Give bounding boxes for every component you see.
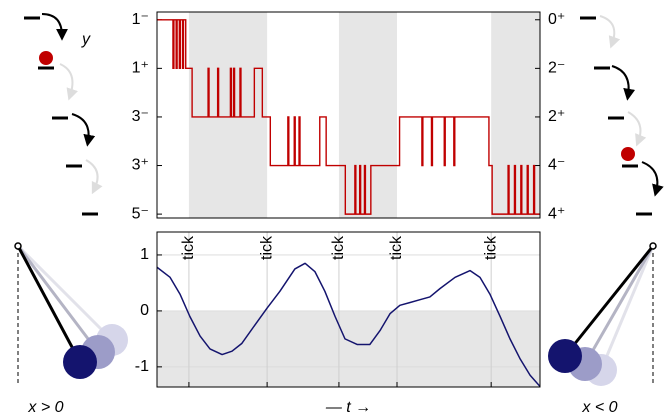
axes-frame — [156, 231, 541, 388]
y-tick-label: 3⁺ — [132, 157, 149, 174]
tick-annotation: tick — [482, 235, 499, 260]
escapement-left — [24, 13, 103, 216]
y2-tick-label: 2⁻ — [548, 60, 565, 77]
y-tick-label: 1⁻ — [132, 11, 149, 28]
y-tick-label: -1 — [135, 358, 149, 375]
state-dot — [39, 51, 53, 65]
y-tick-label: 0 — [140, 302, 149, 319]
x-positive-label: x > 0 — [27, 399, 63, 416]
state-trace — [157, 19, 540, 215]
y-tick-label: 1 — [140, 246, 149, 263]
shaded-band — [188, 12, 268, 218]
y-label: y — [81, 31, 91, 48]
y2-tick-label: 0⁺ — [548, 11, 565, 28]
pendulum-right — [548, 242, 657, 386]
signal-line — [156, 262, 541, 387]
tick-annotation: tick — [330, 235, 347, 260]
axes-frame — [156, 11, 541, 219]
y2-tick-label: 4⁺ — [548, 205, 565, 222]
x-axis-label: — t → — [325, 399, 371, 416]
tick-annotation: tick — [180, 235, 197, 260]
tick-annotation: tick — [388, 235, 405, 260]
tick-annotation: tick — [258, 235, 275, 260]
pendulum-left — [14, 242, 128, 384]
y-tick-label: 3⁻ — [132, 108, 149, 125]
shaded-band — [338, 12, 398, 218]
y2-tick-label: 4⁻ — [548, 157, 565, 174]
y-tick-label: 5⁻ — [132, 205, 149, 222]
shaded-band — [157, 310, 540, 387]
state-dot — [621, 147, 635, 161]
x-negative-label: x < 0 — [581, 399, 617, 416]
y2-tick-label: 2⁺ — [548, 108, 565, 125]
escapement-right — [580, 15, 664, 216]
y-tick-label: 1⁺ — [132, 60, 149, 77]
